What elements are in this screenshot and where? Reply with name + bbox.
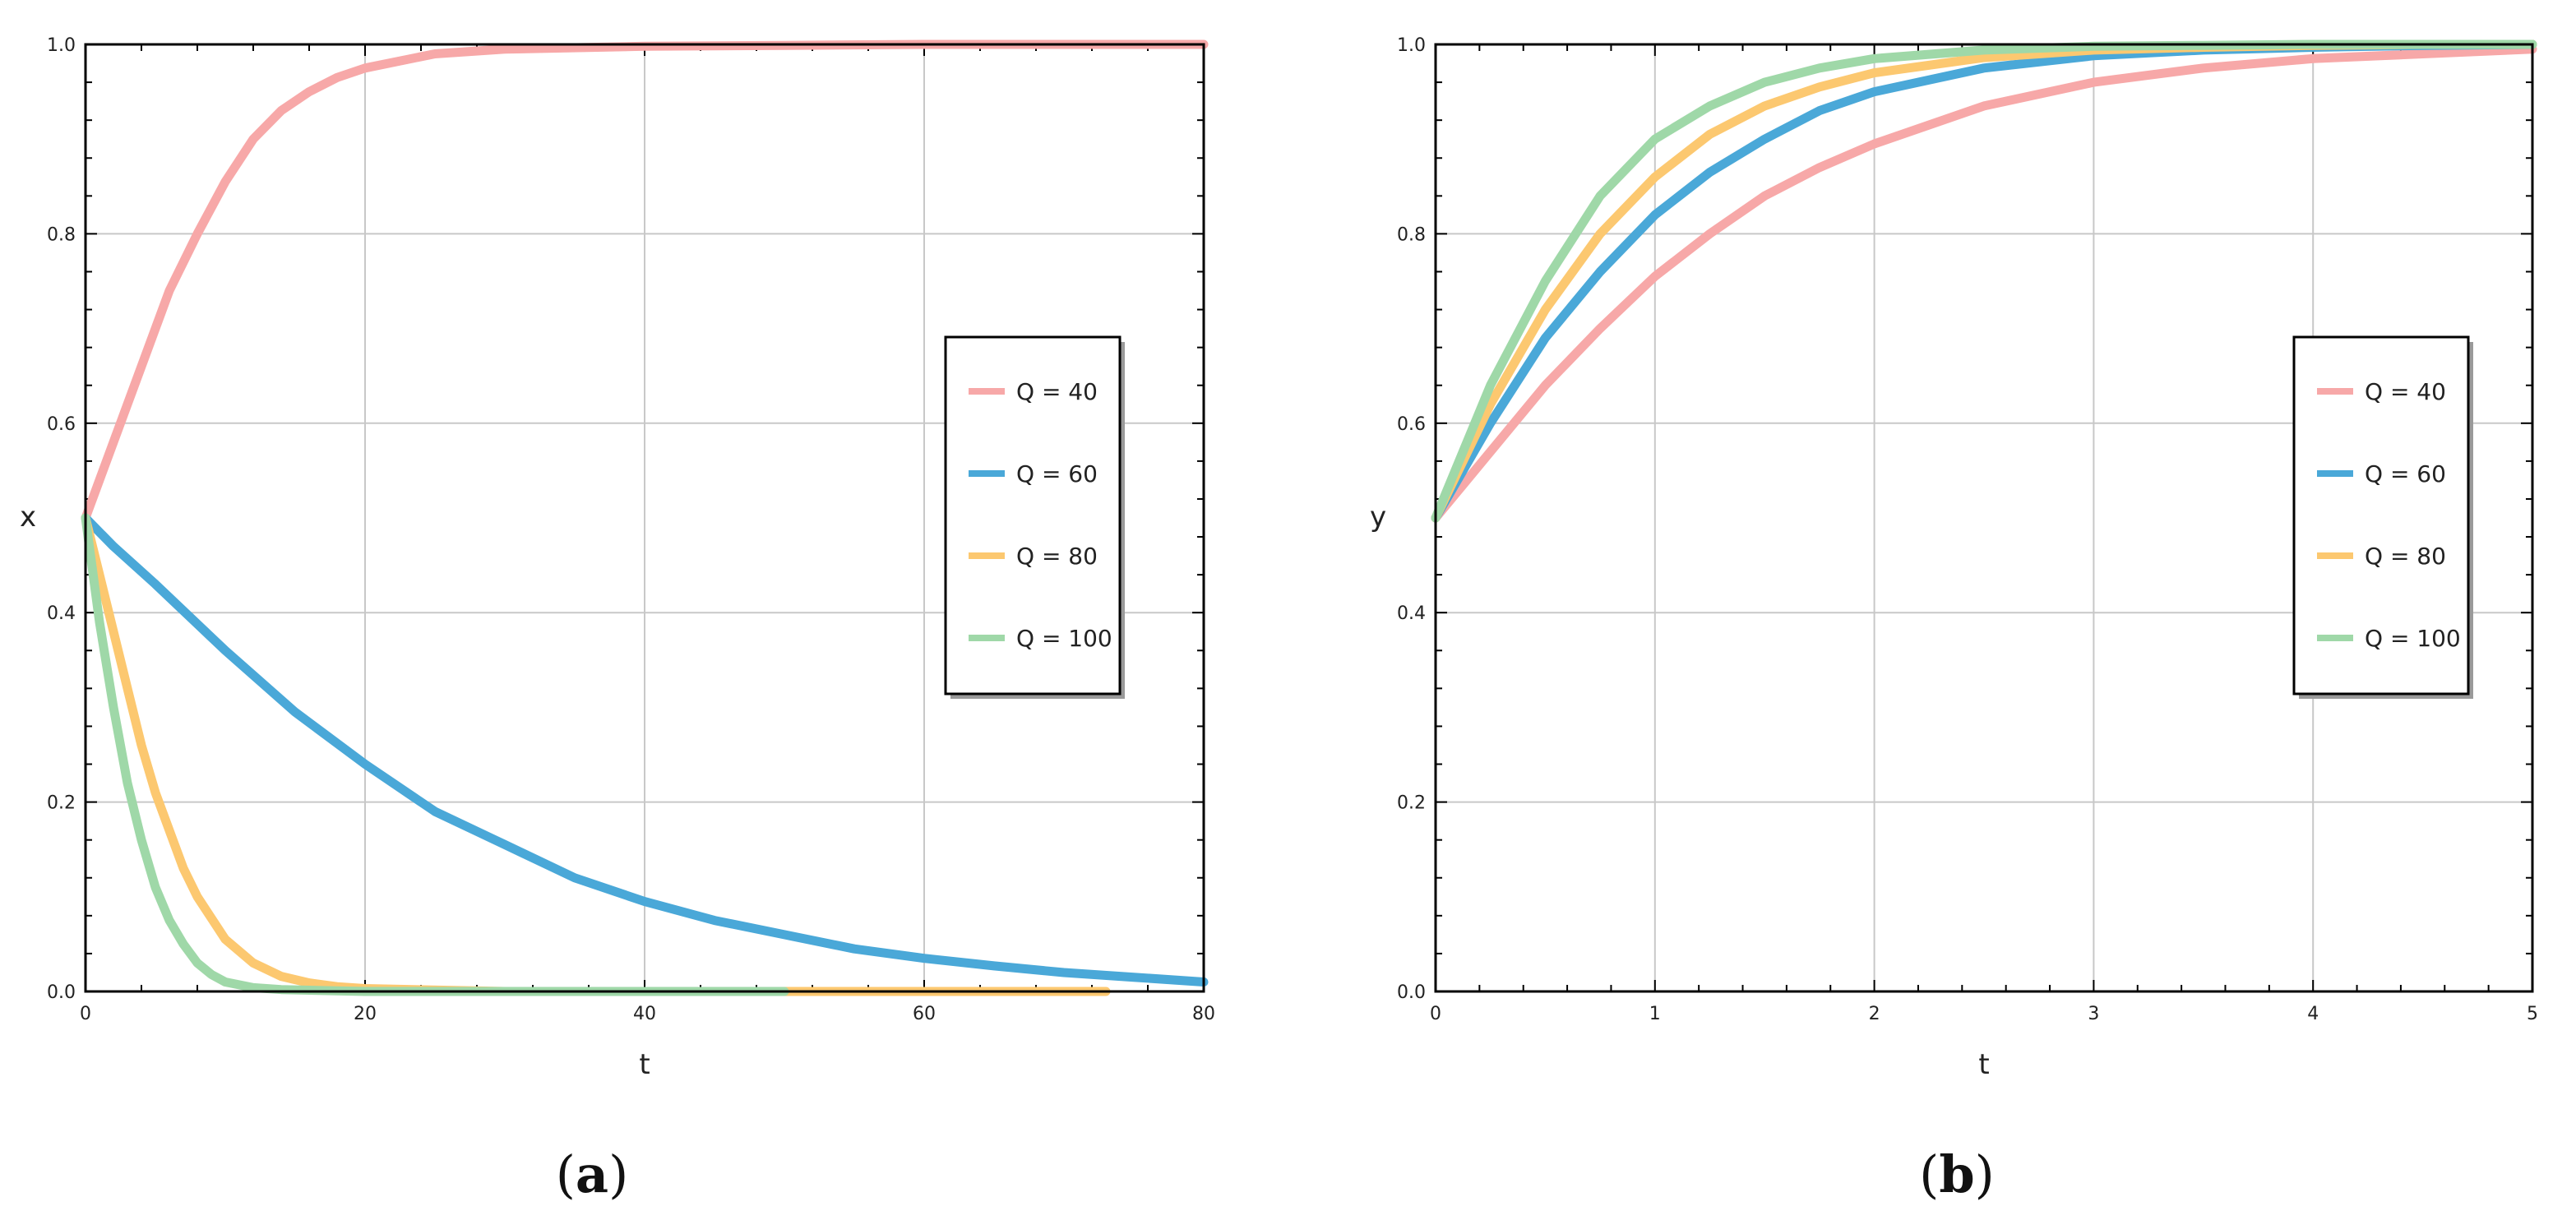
legend-box (2292, 335, 2470, 695)
legend: Q = 40 Q = 60 Q = 80 Q = 100 (944, 335, 1125, 699)
x-tick-label: 5 (2527, 1004, 2538, 1024)
x-tick-label: 2 (1869, 1004, 1880, 1024)
legend-label: Q = 60 (2365, 460, 2446, 488)
x-axis-title: t (639, 1048, 650, 1081)
y-tick-label: 0.8 (47, 224, 76, 245)
x-tick-label: 80 (1192, 1004, 1215, 1024)
y-tick-label: 0.2 (47, 793, 76, 814)
y-tick-label: 0.4 (47, 603, 76, 624)
x-tick-label: 3 (2088, 1004, 2099, 1024)
x-tick-label: 40 (633, 1004, 656, 1024)
legend-label: Q = 100 (1016, 625, 1112, 652)
y-tick-label: 0.6 (1397, 414, 1426, 435)
x-tick-label: 1 (1649, 1004, 1661, 1024)
y-tick-label: 0.0 (1397, 982, 1426, 1003)
y-tick-label: 0.4 (1397, 603, 1426, 624)
x-tick-label: 4 (2307, 1004, 2319, 1024)
series-line-q60 (81, 513, 1209, 987)
x-tick-label: 0 (80, 1004, 91, 1024)
y-tick-label: 1.0 (1397, 35, 1426, 56)
legend-label: Q = 40 (1016, 378, 1098, 405)
series-line-q40 (1431, 44, 2537, 523)
y-axis-title: x (20, 501, 36, 534)
legend: Q = 40 Q = 60 Q = 80 Q = 100 (2292, 335, 2473, 699)
legend-label: Q = 40 (2365, 378, 2446, 405)
legend-label: Q = 80 (1016, 543, 1098, 570)
x-axis-title: t (1978, 1048, 1989, 1081)
y-tick-label: 0.6 (47, 414, 76, 435)
x-tick-label: 20 (354, 1004, 377, 1024)
legend-label: Q = 60 (1016, 460, 1098, 488)
plot-frame (1434, 43, 2534, 993)
legend-box (944, 335, 1122, 695)
panel-a: 0 20 40 60 80 0.0 0.2 0.4 0.6 0.8 1.0 t x Q = 40 Q = 6… (20, 35, 1215, 1204)
y-tick-label: 0.8 (1397, 224, 1426, 245)
panel-label: (a) (556, 1144, 629, 1204)
y-tick-label: 0.0 (47, 982, 76, 1003)
legend-label: Q = 80 (2365, 543, 2446, 570)
y-tick-label: 1.0 (47, 35, 76, 56)
panel-label: (b) (1919, 1144, 1995, 1204)
y-axis-title: y (1370, 501, 1386, 534)
x-tick-label: 60 (913, 1004, 936, 1024)
legend-label: Q = 100 (2365, 625, 2461, 652)
x-tick-label: 0 (1430, 1004, 1441, 1024)
y-tick-label: 0.2 (1397, 793, 1426, 814)
plot-frame (84, 43, 1205, 993)
